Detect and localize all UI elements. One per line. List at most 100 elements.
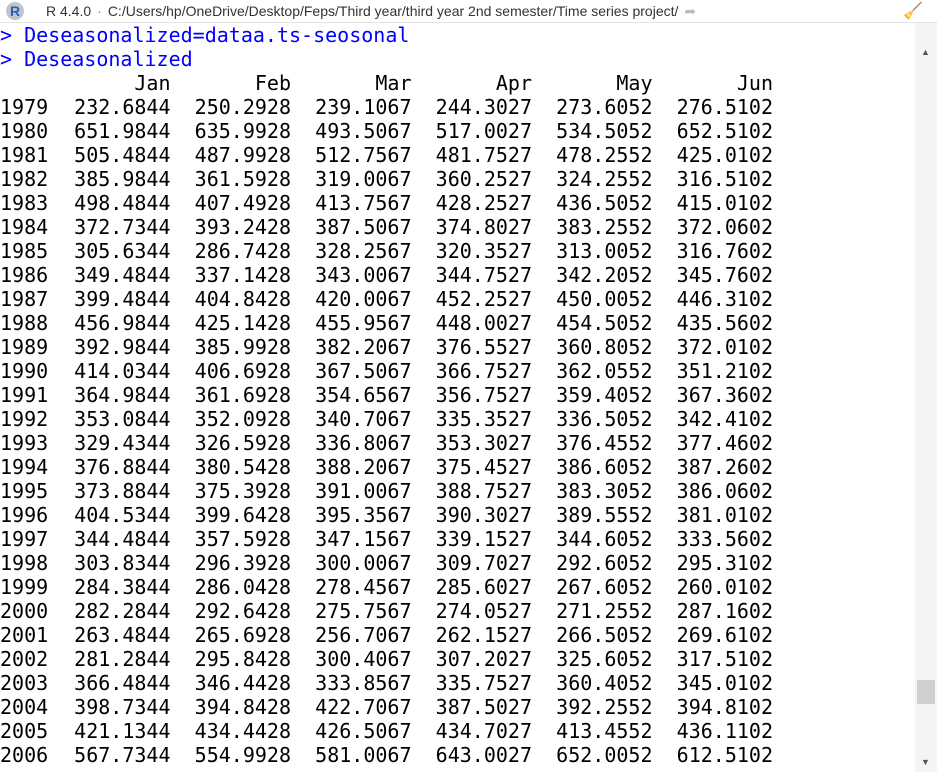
- cell-value: 300.4067: [315, 647, 412, 671]
- cell-value: 455.9567: [315, 311, 412, 335]
- cell-value: 446.3102: [676, 287, 773, 311]
- table-row: 1991 364.9844 361.6928 354.6567 356.7527 359.…: [0, 383, 915, 407]
- cell-value: 392.9844: [74, 335, 171, 359]
- cell-value: 328.2567: [315, 239, 412, 263]
- r-version: R 4.4.0: [46, 3, 92, 19]
- cell-value: 286.7428: [194, 239, 291, 263]
- cell-value: 336.8067: [315, 431, 412, 455]
- table-row: 1981 505.4844 487.9928 512.7567 481.7527 478.…: [0, 143, 915, 167]
- cell-value: 581.0067: [315, 743, 412, 767]
- cell-value: 404.8428: [194, 287, 291, 311]
- cell-value: 392.2552: [556, 695, 653, 719]
- cell-value: 421.1344: [74, 719, 171, 743]
- cell-value: 305.6344: [74, 239, 171, 263]
- row-year: 2001: [0, 623, 49, 647]
- row-year: 1993: [0, 431, 49, 455]
- cell-value: 260.0102: [676, 575, 773, 599]
- cell-value: 373.8844: [74, 479, 171, 503]
- cell-value: 317.5102: [676, 647, 773, 671]
- table-row: 1993 329.4344 326.5928 336.8067 353.3027 376.…: [0, 431, 915, 455]
- cell-value: 375.4527: [435, 455, 532, 479]
- cell-value: 372.0102: [676, 335, 773, 359]
- cell-value: 434.4428: [194, 719, 291, 743]
- table-row: 1980 651.9844 635.9928 493.5067 517.0027 534.…: [0, 119, 915, 143]
- cell-value: 360.4052: [556, 671, 653, 695]
- cell-value: 359.4052: [556, 383, 653, 407]
- table-row: 1992 353.0844 352.0928 340.7067 335.3527 336.…: [0, 407, 915, 431]
- cell-value: 534.5052: [556, 119, 653, 143]
- table-row: 1997 344.4844 357.5928 347.1567 339.1527 344.…: [0, 527, 915, 551]
- cell-value: 383.2552: [556, 215, 653, 239]
- cell-value: 364.9844: [74, 383, 171, 407]
- cell-value: 250.2928: [194, 95, 291, 119]
- table-row: 1985 305.6344 286.7428 328.2567 320.3527 313.…: [0, 239, 915, 263]
- cell-value: 436.1102: [676, 719, 773, 743]
- cell-value: 319.0067: [315, 167, 412, 191]
- table-row: 2000 282.2844 292.6428 275.7567 274.0527 271.…: [0, 599, 915, 623]
- table-row: 1989 392.9844 385.9928 382.2067 376.5527 360.…: [0, 335, 915, 359]
- cell-value: 652.5102: [676, 119, 773, 143]
- go-to-directory-icon[interactable]: ➦: [684, 2, 697, 19]
- console-output[interactable]: > Deseasonalized=dataa.ts-seosonal > Des…: [0, 23, 915, 772]
- table-row: 2006 567.7344 554.9928 581.0067 643.0027 652.…: [0, 743, 915, 767]
- cell-value: 517.0027: [435, 119, 532, 143]
- cell-value: 651.9844: [74, 119, 171, 143]
- cell-value: 313.0052: [556, 239, 653, 263]
- cell-value: 393.2428: [194, 215, 291, 239]
- row-year: 2002: [0, 647, 49, 671]
- cell-value: 382.2067: [315, 335, 412, 359]
- cell-value: 360.2527: [435, 167, 532, 191]
- cell-value: 316.5102: [676, 167, 773, 191]
- cell-value: 377.4602: [676, 431, 773, 455]
- cell-value: 428.2527: [435, 191, 532, 215]
- cell-value: 295.8428: [194, 647, 291, 671]
- cell-value: 281.2844: [74, 647, 171, 671]
- row-year: 1983: [0, 191, 49, 215]
- table-row: 1994 376.8844 380.5428 388.2067 375.4527 386.…: [0, 455, 915, 479]
- cell-value: 425.0102: [676, 143, 773, 167]
- cell-value: 335.3527: [435, 407, 532, 431]
- cell-value: 381.0102: [676, 503, 773, 527]
- cell-value: 326.5928: [194, 431, 291, 455]
- table-row: 2001 263.4844 265.6928 256.7067 262.1527 266.…: [0, 623, 915, 647]
- table-row: 1983 498.4844 407.4928 413.7567 428.2527 436.…: [0, 191, 915, 215]
- cell-value: 425.1428: [194, 311, 291, 335]
- cell-value: 372.0602: [676, 215, 773, 239]
- table-row: 1988 456.9844 425.1428 455.9567 448.0027 454.…: [0, 311, 915, 335]
- cell-value: 360.8052: [556, 335, 653, 359]
- cell-value: 406.6928: [194, 359, 291, 383]
- cell-value: 349.4844: [74, 263, 171, 287]
- cell-value: 266.5052: [556, 623, 653, 647]
- table-row: 1999 284.3844 286.0428 278.4567 285.6027 267.…: [0, 575, 915, 599]
- cell-value: 267.6052: [556, 575, 653, 599]
- cell-value: 353.0844: [74, 407, 171, 431]
- vertical-scrollbar[interactable]: ▲ ▼: [915, 23, 937, 772]
- cell-value: 292.6052: [556, 551, 653, 575]
- cell-value: 454.5052: [556, 311, 653, 335]
- clear-console-broom-icon[interactable]: 🧹: [903, 3, 923, 20]
- scroll-up-arrow-icon[interactable]: ▲: [921, 47, 930, 57]
- table-row: 2002 281.2844 295.8428 300.4067 307.2027 325.…: [0, 647, 915, 671]
- cell-value: 344.7527: [435, 263, 532, 287]
- cell-value: 366.4844: [74, 671, 171, 695]
- cell-value: 342.4102: [676, 407, 773, 431]
- cell-value: 434.7027: [435, 719, 532, 743]
- cell-value: 303.8344: [74, 551, 171, 575]
- cell-value: 276.5102: [676, 95, 773, 119]
- cell-value: 262.1527: [435, 623, 532, 647]
- cell-value: 387.5027: [435, 695, 532, 719]
- cell-value: 391.0067: [315, 479, 412, 503]
- working-directory-path[interactable]: C:/Users/hp/OneDrive/Desktop/Feps/Third …: [107, 3, 679, 19]
- cell-value: 367.3602: [676, 383, 773, 407]
- cell-value: 329.4344: [74, 431, 171, 455]
- r-logo-icon: R: [6, 2, 24, 20]
- cell-value: 380.5428: [194, 455, 291, 479]
- cell-value: 232.6844: [74, 95, 171, 119]
- row-year: 1990: [0, 359, 49, 383]
- table-row: 1996 404.5344 399.6428 395.3567 390.3027 389.…: [0, 503, 915, 527]
- cell-value: 481.7527: [435, 143, 532, 167]
- cell-value: 450.0052: [556, 287, 653, 311]
- scroll-down-arrow-icon[interactable]: ▼: [921, 757, 930, 767]
- scrollbar-thumb[interactable]: [917, 680, 935, 704]
- cell-value: 292.6428: [194, 599, 291, 623]
